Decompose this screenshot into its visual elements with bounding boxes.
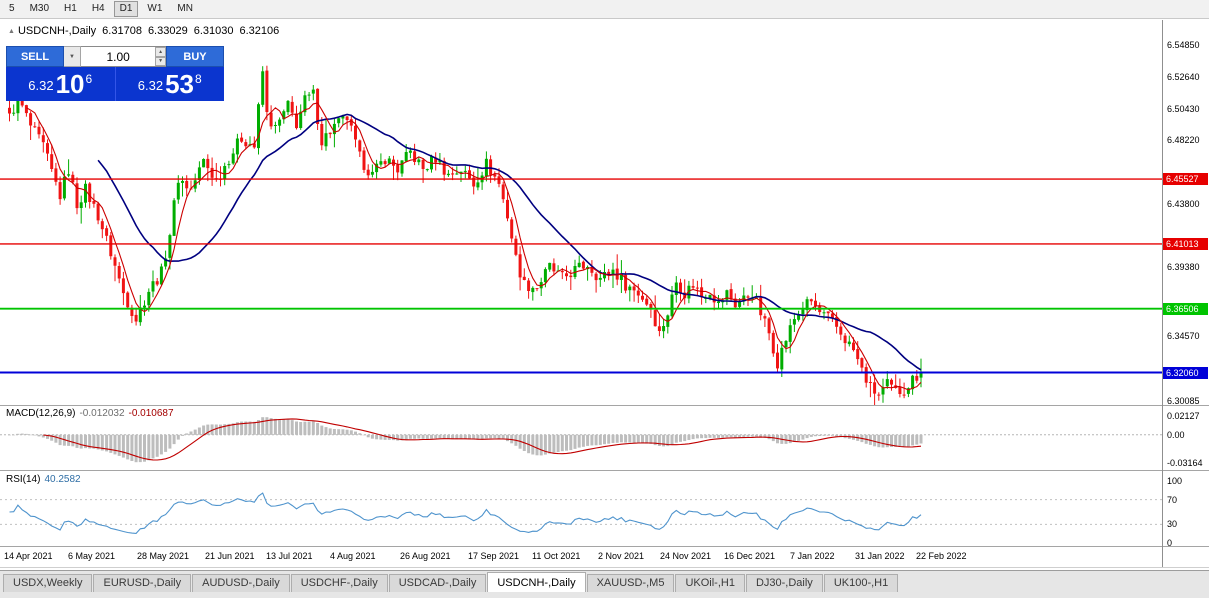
sell-price-point: 6 bbox=[85, 72, 93, 86]
buy-price-button[interactable]: 6.32 53 8 bbox=[115, 67, 224, 101]
time-axis-label: 13 Jul 2021 bbox=[266, 551, 313, 561]
price-axis-label: 6.34570 bbox=[1167, 331, 1200, 342]
tab-ukoil-h1[interactable]: UKOil-,H1 bbox=[675, 574, 745, 592]
rsi-axis-label: 70 bbox=[1167, 494, 1178, 505]
volume-dropdown-button[interactable]: ▼ bbox=[64, 46, 81, 67]
chart-ohlc-header: ▲ USDCNH-,Daily 6.31708 6.33029 6.31030 6.321… bbox=[8, 25, 279, 37]
chart-symbol-icon: ▲ bbox=[8, 28, 15, 35]
price-line-badge: 6.32060 bbox=[1163, 366, 1208, 379]
rsi-axis-label: 100 bbox=[1167, 476, 1183, 486]
volume-stepper: ▲ ▼ bbox=[155, 47, 166, 66]
sell-button[interactable]: SELL bbox=[6, 46, 64, 67]
volume-field: ▲ ▼ bbox=[81, 46, 166, 67]
rsi-axis-label: 30 bbox=[1167, 519, 1178, 530]
timeframe-button-m30[interactable]: M30 bbox=[24, 1, 55, 17]
time-axis-label: 16 Dec 2021 bbox=[724, 551, 776, 561]
sell-price-prefix: 6.32 bbox=[28, 78, 54, 93]
tab-dj30-daily[interactable]: DJ30-,Daily bbox=[745, 574, 823, 592]
tab-usdchf-daily[interactable]: USDCHF-,Daily bbox=[290, 574, 388, 592]
timeframe-toolbar: 5 M30 H1 H4 D1 W1 MN bbox=[0, 0, 1209, 19]
macd-label: MACD(12,26,9) -0.012032 -0.010687 bbox=[6, 408, 174, 419]
timeframe-button-5[interactable]: 5 bbox=[3, 1, 21, 17]
chart-symbol-label: USDCNH-,Daily bbox=[17, 25, 97, 37]
tab-usdcnh-daily[interactable]: USDCNH-,Daily bbox=[487, 572, 586, 592]
timeframe-button-mn[interactable]: MN bbox=[171, 1, 199, 17]
price-axis-label: 6.50430 bbox=[1167, 103, 1200, 114]
one-click-trading-panel: SELL ▼ ▲ ▼ BUY 6.32 10 6 6.32 53 bbox=[6, 46, 224, 101]
time-axis-label: 11 Oct 2021 bbox=[532, 551, 581, 561]
panel-separator bbox=[0, 405, 1209, 406]
macd-axis-label: 0.02127 bbox=[1167, 410, 1200, 421]
timeframe-button-w1[interactable]: W1 bbox=[141, 1, 168, 17]
tab-usdcad-daily[interactable]: USDCAD-,Daily bbox=[388, 574, 487, 592]
panel-separator bbox=[0, 470, 1209, 471]
time-axis-label: 26 Aug 2021 bbox=[400, 551, 451, 561]
time-axis-label: 14 Apr 2021 bbox=[4, 551, 53, 561]
rsi-name: RSI(14) bbox=[6, 474, 41, 485]
macd-indicator-chart[interactable] bbox=[0, 406, 1163, 470]
axis-separator bbox=[1162, 20, 1163, 567]
volume-input[interactable] bbox=[81, 47, 156, 66]
time-axis-label: 4 Aug 2021 bbox=[330, 551, 376, 561]
time-axis-label: 7 Jan 2022 bbox=[790, 551, 835, 561]
timeframe-button-h4[interactable]: H4 bbox=[86, 1, 111, 17]
price-axis-label: 6.30085 bbox=[1167, 395, 1200, 406]
time-axis-label: 21 Jun 2021 bbox=[205, 551, 255, 561]
tab-usdx-weekly[interactable]: USDX,Weekly bbox=[3, 574, 93, 592]
time-axis-label: 17 Sep 2021 bbox=[468, 551, 520, 561]
rsi-value: 40.2582 bbox=[44, 474, 81, 485]
ohlc-close-value: 6.32106 bbox=[239, 25, 280, 37]
timeframe-button-h1[interactable]: H1 bbox=[58, 1, 83, 17]
panel-separator bbox=[0, 546, 1209, 547]
symbol-tabs-bar: USDX,Weekly EURUSD-,Daily AUDUSD-,Daily USD… bbox=[0, 570, 1209, 598]
buy-price-point: 8 bbox=[195, 72, 202, 86]
price-axis-label: 6.39380 bbox=[1167, 262, 1200, 273]
chevron-down-icon: ▼ bbox=[69, 53, 75, 60]
time-axis-label: 28 May 2021 bbox=[137, 551, 190, 561]
tab-audusd-daily[interactable]: AUDUSD-,Daily bbox=[192, 574, 290, 592]
buy-button[interactable]: BUY bbox=[166, 46, 224, 67]
price-line-badge: 6.36506 bbox=[1163, 302, 1208, 315]
price-axis-label: 6.52640 bbox=[1167, 71, 1200, 82]
macd-axis-label: -0.03164 bbox=[1167, 458, 1203, 469]
time-axis-label: 6 May 2021 bbox=[68, 551, 116, 561]
price-axis-label: 6.48220 bbox=[1167, 135, 1200, 146]
ohlc-high-value: 6.33029 bbox=[147, 25, 188, 37]
volume-decrease-button[interactable]: ▼ bbox=[155, 56, 166, 66]
macd-name: MACD(12,26,9) bbox=[6, 408, 76, 419]
ohlc-open-value: 6.31708 bbox=[102, 25, 142, 37]
rsi-indicator-chart[interactable] bbox=[0, 471, 1163, 546]
ohlc-low-value: 6.31030 bbox=[193, 25, 234, 37]
price-line-badge: 6.41013 bbox=[1163, 237, 1208, 250]
buy-price-prefix: 6.32 bbox=[137, 78, 164, 93]
macd-main-value: -0.012032 bbox=[79, 408, 125, 419]
price-axis-label: 6.43800 bbox=[1167, 198, 1200, 209]
time-axis-label: 31 Jan 2022 bbox=[855, 551, 905, 561]
rsi-axis-label: 0 bbox=[1167, 538, 1173, 548]
price-line-badge: 6.45527 bbox=[1163, 173, 1208, 186]
sell-price-pips: 10 bbox=[55, 69, 85, 99]
time-axis-label: 2 Nov 2021 bbox=[598, 551, 645, 561]
volume-increase-button[interactable]: ▲ bbox=[155, 47, 166, 57]
panel-separator bbox=[0, 567, 1209, 568]
main-price-chart[interactable] bbox=[0, 20, 1163, 405]
timeframe-button-d1[interactable]: D1 bbox=[113, 1, 139, 17]
tab-xauusd-m5[interactable]: XAUUSD-,M5 bbox=[586, 574, 675, 592]
tab-eurusd-daily[interactable]: EURUSD-,Daily bbox=[93, 574, 192, 592]
macd-axis-label: 0.00 bbox=[1167, 429, 1185, 440]
time-axis-label: 22 Feb 2022 bbox=[916, 551, 967, 561]
sell-price-button[interactable]: 6.32 10 6 bbox=[6, 67, 116, 101]
buy-price-pips: 53 bbox=[165, 69, 195, 99]
rsi-label: RSI(14) 40.2582 bbox=[6, 474, 81, 485]
price-axis-label: 6.54850 bbox=[1167, 40, 1200, 51]
time-axis-label: 24 Nov 2021 bbox=[660, 551, 712, 561]
tab-uk100-h1[interactable]: UK100-,H1 bbox=[823, 574, 899, 592]
macd-signal-value: -0.010687 bbox=[128, 408, 174, 419]
